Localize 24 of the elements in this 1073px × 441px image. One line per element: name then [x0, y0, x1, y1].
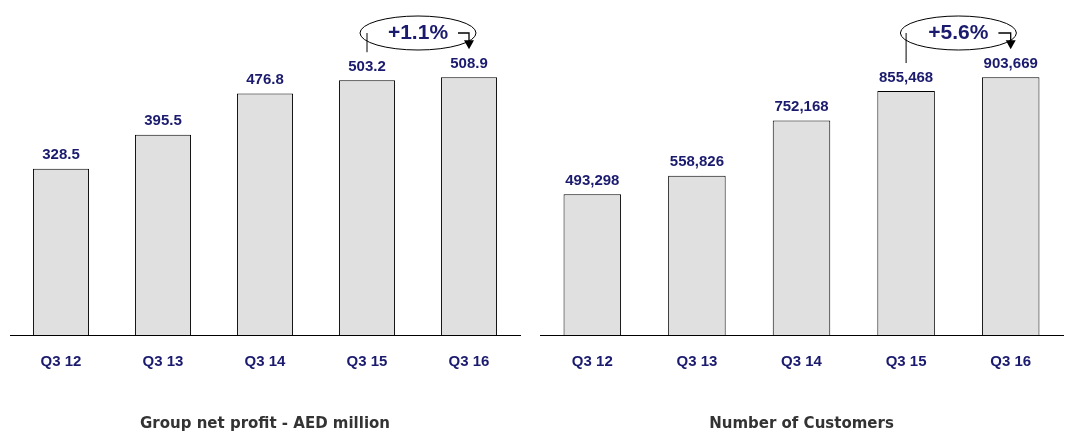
x-tick-label: Q3 14	[781, 352, 823, 370]
data-label: 328.5	[42, 145, 80, 163]
data-label: 508.9	[450, 53, 488, 71]
x-tick-label: Q3 13	[676, 352, 718, 370]
x-tick-label: Q3 12	[571, 352, 613, 370]
x-tick-label: Q3 13	[142, 352, 184, 370]
data-label: 903,669	[983, 53, 1038, 71]
data-label: 476.8	[246, 70, 284, 88]
x-tick-label: Q3 16	[990, 352, 1032, 370]
text: Number of Customers	[709, 413, 894, 432]
x-tick-label: Q3 12	[40, 352, 82, 370]
data-label: 752,168	[774, 97, 829, 115]
x-tick-label: Q3 15	[346, 352, 388, 370]
data-label: 558,826	[669, 152, 725, 170]
data-label: 493,298	[565, 170, 620, 188]
x-tick-label: Q3 15	[885, 352, 927, 370]
x-tick-label: Q3 16	[448, 352, 490, 370]
x-tick-label: Q3 14	[244, 352, 287, 370]
text: Group net profit - AED million	[139, 413, 391, 432]
data-label: 395.5	[144, 111, 182, 129]
data-label: 503.2	[348, 56, 386, 74]
text: +1.1%	[386, 20, 450, 44]
text: +5.6%	[927, 20, 990, 44]
data-label: 855,468	[878, 67, 934, 85]
